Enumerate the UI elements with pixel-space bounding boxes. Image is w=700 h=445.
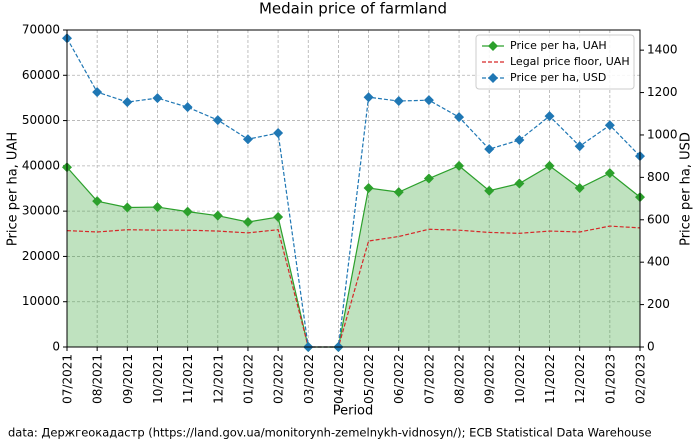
marker	[273, 212, 284, 223]
marker	[454, 160, 465, 171]
legend-marker	[488, 73, 498, 83]
x-tick-label: 08/2022	[453, 354, 467, 404]
y-tick-label: 60000	[22, 68, 60, 82]
x-tick-label: 03/2022	[302, 354, 316, 404]
x-tick-label: 11/2021	[181, 354, 195, 404]
x-tick-label: 10/2021	[151, 354, 165, 404]
marker	[182, 102, 193, 113]
line	[66, 225, 641, 348]
marker	[152, 93, 163, 104]
marker	[544, 111, 555, 122]
marker	[604, 168, 615, 179]
x-tick-label: 08/2021	[91, 354, 105, 404]
legend-box	[475, 34, 635, 90]
x-tick-label: 10/2022	[513, 354, 527, 404]
marker	[122, 202, 133, 213]
y-axis-label: Price per ha, UAH	[6, 132, 21, 246]
line	[66, 165, 641, 348]
x-tick-label: 02/2023	[634, 354, 648, 404]
marker	[484, 185, 495, 196]
marker	[393, 187, 404, 198]
y2-tick-label: 0	[647, 340, 655, 354]
marker	[212, 210, 223, 221]
marker	[393, 96, 404, 107]
y2-tick-label: 600	[647, 212, 670, 226]
y2-tick-label: 1400	[647, 43, 678, 57]
marker	[242, 217, 253, 228]
marker	[454, 112, 465, 123]
marker	[574, 141, 585, 152]
marker	[92, 196, 103, 207]
marker	[273, 128, 284, 139]
y2-tick-label: 800	[647, 170, 670, 184]
legend-label: Price per ha, UAH	[510, 39, 607, 52]
y2-tick-label: 200	[647, 297, 670, 311]
marker	[363, 183, 374, 194]
marker	[92, 87, 103, 98]
marker	[514, 178, 525, 189]
marker	[484, 144, 495, 155]
marker	[242, 134, 253, 145]
x-tick-label: 09/2022	[483, 354, 497, 404]
legend-label: Price per ha, USD	[510, 71, 606, 84]
y-tick-label: 0	[52, 340, 60, 354]
plot-frame	[66, 29, 641, 348]
chart-title: Medain price of farmland	[259, 0, 447, 18]
source-note: data: Держгеокадастр (https://land.gov.u…	[8, 426, 652, 440]
x-tick-label: 01/2022	[241, 354, 255, 404]
x-tick-label: 05/2022	[362, 354, 376, 404]
y2-tick-label: 400	[647, 255, 670, 269]
x-tick-label: 09/2021	[121, 354, 135, 404]
marker	[544, 160, 555, 171]
legend: Price per ha, UAH Legal price floor, UAH P…	[475, 34, 635, 90]
x-tick-label: 07/2021	[61, 354, 75, 404]
marker	[152, 202, 163, 213]
x-tick-label: 11/2022	[543, 354, 557, 404]
x-tick-label: 06/2022	[392, 354, 406, 404]
area	[67, 165, 640, 347]
x-tick-label: 07/2022	[422, 354, 436, 404]
marker	[423, 95, 434, 106]
marker	[182, 206, 193, 217]
y-tick-label: 40000	[22, 158, 60, 172]
marker	[514, 135, 525, 146]
marker	[122, 97, 133, 108]
x-axis-label: Period	[333, 404, 374, 419]
marker	[212, 115, 223, 126]
marker	[423, 173, 434, 184]
y2-tick-label: 1000	[647, 127, 678, 141]
y-tick-label: 50000	[22, 113, 60, 127]
marker	[604, 120, 615, 131]
legend-marker	[488, 41, 498, 51]
marker	[363, 92, 374, 103]
x-tick-label: 12/2022	[573, 354, 587, 404]
x-tick-label: 01/2023	[603, 354, 617, 404]
x-tick-label: 12/2021	[211, 354, 225, 404]
legend-label: Legal price floor, UAH	[510, 55, 630, 68]
marker	[574, 183, 585, 194]
x-tick-label: 04/2022	[332, 354, 346, 404]
y-tick-label: 30000	[22, 204, 60, 218]
y2-tick-label: 1200	[647, 85, 678, 99]
y-tick-label: 10000	[22, 294, 60, 308]
x-tick-label: 02/2022	[272, 354, 286, 404]
line	[66, 37, 641, 348]
y-tick-label: 20000	[22, 249, 60, 263]
y2-axis-label: Price per ha, USD	[679, 132, 694, 246]
y-tick-label: 70000	[22, 23, 60, 37]
